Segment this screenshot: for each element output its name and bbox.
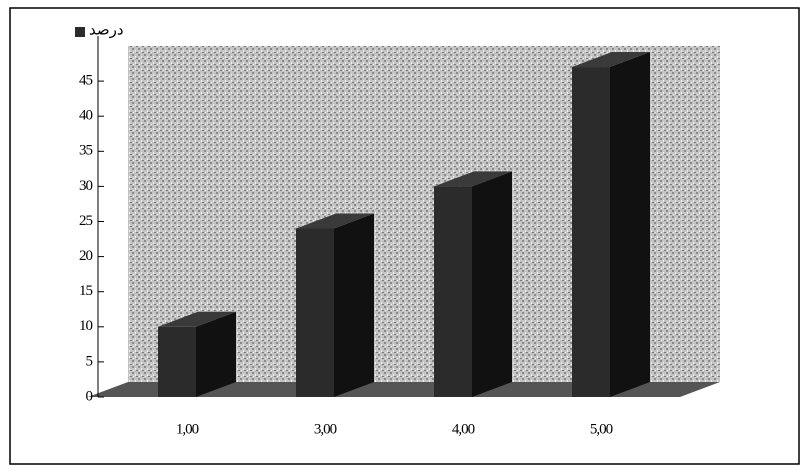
bar (434, 186, 472, 397)
bar-top (434, 171, 512, 187)
bar (572, 67, 610, 397)
x-tick-label: 1,00 (176, 421, 199, 437)
y-tick-label: 45 (79, 73, 93, 89)
bar-side (196, 311, 236, 397)
bar (296, 228, 334, 397)
y-tick-label: 5 (86, 353, 93, 369)
bar-side (334, 213, 374, 397)
bar-top (296, 213, 374, 229)
x-tick-label: 5,00 (590, 421, 613, 437)
y-tick-label: 40 (79, 108, 93, 124)
y-tick-label: 30 (79, 178, 93, 194)
y-tick-label: 25 (79, 213, 93, 229)
y-tick-label: 10 (79, 318, 93, 334)
x-tick-label: 4,00 (452, 421, 475, 437)
bar-side (472, 171, 512, 397)
y-tick-label: 20 (79, 248, 93, 264)
legend-swatch (75, 27, 85, 37)
bar-top (572, 52, 650, 68)
bar-side (610, 52, 650, 398)
y-tick-label: 35 (79, 143, 93, 159)
bar-top (158, 311, 236, 327)
x-tick-label: 3,00 (314, 421, 337, 437)
legend-label: درصد (89, 22, 124, 38)
floor (88, 382, 720, 397)
y-tick-label: 15 (79, 283, 93, 299)
bar (158, 326, 196, 397)
y-tick-label: 0 (86, 388, 93, 404)
